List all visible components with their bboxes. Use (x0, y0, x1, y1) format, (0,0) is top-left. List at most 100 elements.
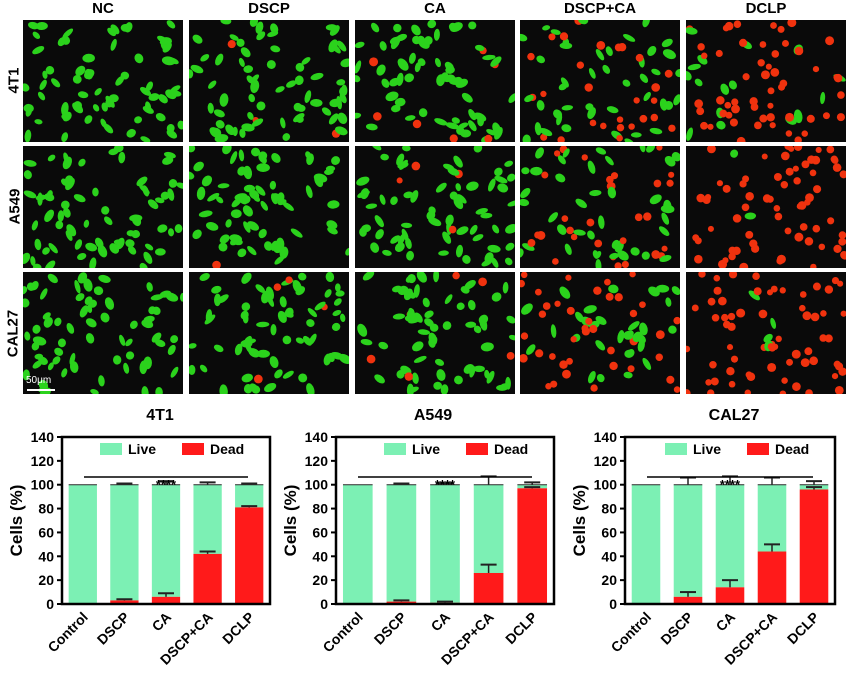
live-cell (170, 366, 179, 378)
category-label: Control (319, 609, 366, 656)
live-cell (630, 132, 642, 138)
live-cell (219, 234, 230, 244)
live-cell (395, 33, 408, 42)
legend-label-live: Live (693, 441, 721, 457)
dead-cell (786, 358, 793, 366)
live-cell (295, 337, 304, 344)
live-cell (453, 155, 463, 168)
live-cell (393, 23, 402, 33)
live-cell (456, 226, 469, 235)
live-cell (167, 188, 175, 201)
live-cell (340, 58, 349, 68)
cell-cluster (355, 20, 515, 142)
live-cell (265, 286, 275, 301)
live-cell (686, 27, 698, 35)
dead-cell (770, 67, 780, 77)
live-cell (55, 220, 64, 230)
bar-chart-4t1: Cells (%) 0 20 40 60 80 100 120 140 Control DSCP CA… (7, 429, 272, 668)
dead-cell (741, 203, 750, 212)
live-cell (150, 294, 164, 301)
live-cell (107, 27, 117, 37)
dead-cell (780, 151, 790, 161)
live-cell (687, 63, 701, 71)
dead-cell (822, 112, 830, 120)
dead-cell (731, 104, 740, 114)
live-cell (75, 293, 85, 302)
dead-cell (730, 355, 739, 363)
dead-cell (799, 291, 807, 298)
live-cell (639, 73, 649, 83)
dead-cell (754, 121, 762, 130)
live-cell (770, 317, 777, 329)
dead-cell (616, 134, 623, 142)
dead-cell (484, 134, 493, 142)
dead-cell (801, 160, 810, 169)
cell-cluster (520, 20, 680, 142)
dead-cell (785, 112, 795, 122)
live-cell (360, 188, 370, 200)
live-cell (205, 309, 213, 323)
dead-cell (404, 372, 414, 381)
cell-cluster (357, 272, 515, 394)
dead-cell (832, 163, 842, 172)
chart-title-4t1: 4T1 (146, 407, 174, 424)
legend-label-dead: Dead (775, 441, 809, 457)
live-cell (77, 272, 88, 284)
bar-live-dscp+ca (473, 484, 504, 573)
dead-cell (744, 389, 752, 394)
dead-cell (781, 39, 789, 47)
live-cell (587, 160, 596, 174)
dead-cell (709, 360, 717, 369)
y-tick-label: 60 (601, 524, 617, 540)
live-cell (162, 156, 174, 165)
y-tick-label: 120 (594, 453, 618, 469)
y-tick-label: 40 (601, 548, 617, 564)
dead-cell (590, 384, 598, 392)
live-cell (23, 170, 32, 180)
live-cell (264, 382, 277, 393)
live-cell (255, 185, 266, 196)
dead-cell (787, 20, 797, 28)
dead-cell (576, 61, 585, 69)
live-cell (526, 344, 536, 355)
dead-cell (752, 272, 760, 281)
category-label: DCLP (784, 609, 822, 647)
live-cell (230, 151, 238, 165)
live-cell (155, 339, 166, 348)
dead-cell (831, 372, 839, 380)
live-cell (34, 353, 44, 360)
live-cell (243, 165, 253, 180)
live-cell (466, 181, 479, 191)
live-cell (326, 220, 338, 230)
micrograph-panel-cal27-4 (686, 272, 846, 394)
cell-cluster (692, 146, 846, 268)
dead-cell (796, 203, 803, 210)
y-tick-label: 120 (31, 453, 55, 469)
live-cell (105, 95, 115, 108)
live-cell (225, 219, 232, 228)
live-cell (436, 369, 446, 381)
live-cell (46, 190, 53, 200)
micrograph-panel-cal27-3 (520, 272, 680, 394)
live-cell (324, 289, 332, 298)
y-tick-label: 0 (609, 596, 617, 612)
category-label: DCLP (219, 609, 257, 647)
dead-cell (799, 304, 806, 312)
dead-cell (777, 25, 785, 33)
live-cell (340, 313, 346, 323)
live-cell (520, 187, 531, 199)
live-cell (304, 90, 312, 104)
dead-cell (212, 260, 221, 268)
dead-cell (745, 192, 754, 201)
dead-cell (534, 288, 542, 296)
live-cell (256, 101, 266, 111)
bar-chart-a549: Cells (%) 0 20 40 60 80 100 120 140 Control DSCP CA… (281, 429, 556, 668)
dead-cell (621, 260, 629, 268)
bar-live-dscp+ca (193, 484, 222, 554)
live-cell (507, 173, 515, 182)
dead-cell (838, 237, 846, 246)
bar-chart-cal27: Cells (%) 0 20 40 60 80 100 120 140 Control DSCP CA… (570, 429, 837, 668)
dead-cell (799, 223, 808, 231)
live-cell (426, 210, 436, 221)
live-cell (306, 319, 315, 327)
